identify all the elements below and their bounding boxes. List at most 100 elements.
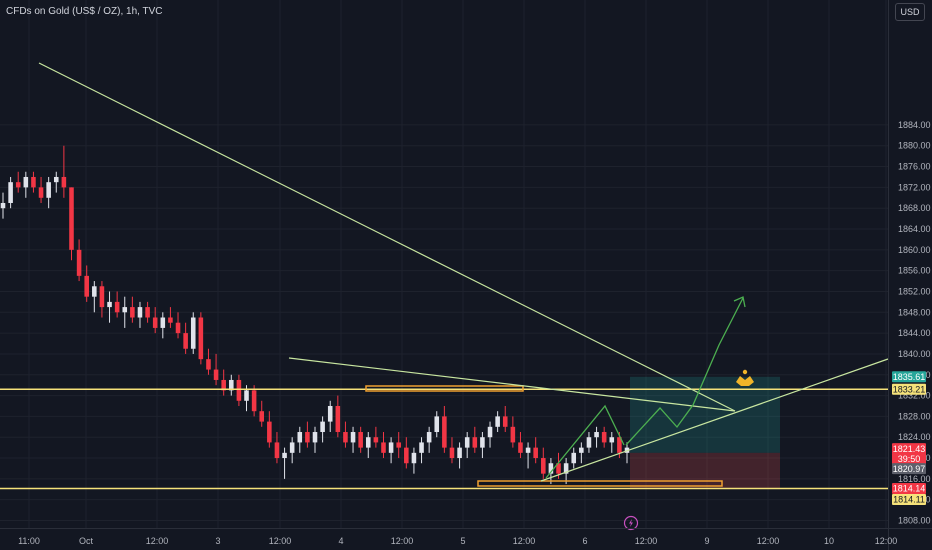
candle: [312, 426, 318, 453]
candle: [525, 442, 531, 469]
candle: [624, 442, 630, 464]
price-label-target: 1835.61: [892, 371, 926, 383]
candle: [411, 447, 417, 474]
projection-path: [625, 297, 744, 446]
candle: [563, 458, 569, 485]
logo-crown-shape: [736, 376, 754, 386]
candle-body: [267, 421, 272, 443]
candle-body: [617, 437, 622, 453]
candle: [579, 442, 584, 464]
candle: [533, 437, 538, 464]
candle: [282, 447, 287, 479]
candle-body: [434, 416, 440, 433]
candle-body: [541, 458, 546, 474]
candle-body: [38, 187, 44, 198]
candle: [373, 426, 379, 448]
candle-body: [525, 447, 531, 453]
candle: [38, 176, 44, 203]
chart-title: CFDs on Gold (US$ / OZ), 1h, TVC: [6, 6, 163, 17]
candle: [502, 405, 508, 433]
candle: [510, 416, 516, 448]
candle: [23, 171, 29, 198]
candle: [137, 301, 143, 328]
candle: [152, 307, 158, 334]
y-tick-label: 1848.00: [898, 307, 931, 317]
x-tick-label: 5: [460, 536, 465, 546]
candle: [0, 192, 6, 219]
minor-downtrend-line: [288, 357, 736, 412]
candle: [99, 281, 105, 318]
candle: [206, 348, 211, 375]
y-tick-label: 1852.00: [898, 286, 931, 296]
candle-body: [61, 176, 67, 188]
candle-body: [198, 317, 204, 360]
candle: [358, 426, 363, 453]
candle: [571, 447, 577, 469]
candle: [335, 395, 341, 438]
y-tick-label: 1856.00: [898, 266, 931, 276]
candle-body: [84, 275, 89, 297]
candle-body: [259, 411, 265, 422]
candle: [404, 437, 409, 469]
price-label-text: 1820.97: [893, 464, 926, 474]
candle-body: [53, 176, 59, 183]
x-tick-label: 12:00: [391, 536, 414, 546]
candle: [259, 400, 265, 427]
candle-body: [365, 437, 371, 448]
price-label-gray: 1820.97: [892, 463, 926, 475]
x-tick-label: 12:00: [635, 536, 658, 546]
position-zones: [630, 376, 780, 489]
candle: [594, 426, 599, 448]
candle-body: [282, 452, 287, 459]
candle-body: [213, 369, 219, 380]
candle: [472, 426, 478, 453]
candle-body: [327, 405, 333, 422]
candle-body: [502, 416, 508, 427]
candles: [0, 145, 630, 485]
candle: [426, 426, 432, 453]
candle: [609, 432, 615, 453]
candle-body: [594, 432, 599, 438]
candle: [61, 145, 67, 198]
candle-body: [457, 447, 462, 459]
candle: [8, 176, 13, 209]
candle-body: [99, 286, 105, 308]
candle: [305, 421, 310, 448]
price-label-text: 39:50: [898, 454, 921, 464]
candle: [320, 416, 325, 443]
y-tick-label: 1808.00: [898, 516, 931, 526]
candle: [297, 426, 303, 453]
x-tick-label: 11:00: [18, 536, 40, 546]
candle: [434, 411, 440, 438]
candle: [168, 307, 173, 328]
candle-body: [373, 437, 379, 443]
x-tick-label: 12:00: [269, 536, 292, 546]
candle-body: [487, 426, 493, 438]
y-tick-label: 1860.00: [898, 245, 931, 255]
price-label-bg: [892, 443, 926, 455]
candle-body: [350, 432, 356, 443]
candle-body: [404, 447, 409, 464]
candle: [419, 437, 424, 464]
y-tick-label: 1876.00: [898, 162, 931, 172]
candle-body: [76, 249, 82, 276]
y-tick-label: 1884.00: [898, 120, 931, 130]
candle: [541, 447, 546, 479]
x-tick-label: 12:00: [875, 536, 898, 546]
price-label-level: 1833.21: [892, 383, 926, 395]
currency-button[interactable]: USD: [895, 3, 925, 21]
candle-body: [46, 182, 51, 198]
candle: [396, 432, 401, 459]
candle-body: [15, 182, 21, 188]
candle: [175, 312, 181, 339]
candle: [586, 432, 592, 453]
y-tick-label: 1840.00: [898, 349, 931, 359]
price-label-text: 1835.61: [893, 372, 926, 382]
price-label-bg: [892, 483, 926, 495]
candle-body: [343, 432, 348, 443]
candle-body: [23, 176, 29, 188]
badge-ring: [623, 515, 639, 531]
candle: [289, 437, 295, 464]
candle-body: [274, 442, 280, 459]
